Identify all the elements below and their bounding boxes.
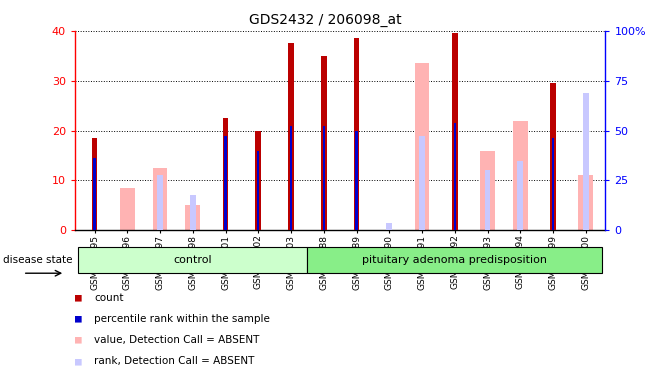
Text: percentile rank within the sample: percentile rank within the sample (94, 314, 270, 324)
Bar (552, 138, 554, 230)
Text: ■: ■ (75, 314, 81, 324)
Bar (290, 126, 292, 230)
Bar (355, 131, 357, 230)
Text: ■: ■ (75, 356, 81, 366)
Bar (550, 83, 556, 230)
Bar (323, 126, 325, 230)
Bar (225, 136, 227, 230)
Text: GDS2432 / 206098_at: GDS2432 / 206098_at (249, 13, 402, 27)
Bar (454, 123, 456, 230)
Bar (78, 247, 307, 273)
Text: ■: ■ (75, 335, 81, 345)
Bar (518, 161, 523, 230)
Text: control: control (173, 255, 212, 265)
Bar (288, 43, 294, 230)
Text: count: count (94, 293, 124, 303)
Text: disease state: disease state (3, 255, 73, 265)
Bar (186, 205, 200, 230)
Bar (353, 38, 359, 230)
Text: rank, Detection Call = ABSENT: rank, Detection Call = ABSENT (94, 356, 255, 366)
Bar (152, 168, 167, 230)
Bar (583, 93, 589, 230)
Bar (93, 158, 96, 230)
Bar (480, 151, 495, 230)
Bar (452, 33, 458, 230)
Bar (415, 63, 430, 230)
Bar (92, 138, 98, 230)
Bar (386, 223, 392, 230)
Bar (257, 151, 259, 230)
Text: pituitary adenoma predisposition: pituitary adenoma predisposition (362, 255, 547, 265)
Bar (157, 175, 163, 230)
Bar (321, 56, 327, 230)
Text: value, Detection Call = ABSENT: value, Detection Call = ABSENT (94, 335, 260, 345)
Bar (120, 188, 135, 230)
Bar (513, 121, 528, 230)
Bar (255, 131, 261, 230)
Bar (578, 175, 593, 230)
Bar (419, 136, 425, 230)
Bar (307, 247, 602, 273)
Bar (190, 195, 196, 230)
Bar (484, 170, 490, 230)
Bar (223, 118, 229, 230)
Text: ■: ■ (75, 293, 81, 303)
